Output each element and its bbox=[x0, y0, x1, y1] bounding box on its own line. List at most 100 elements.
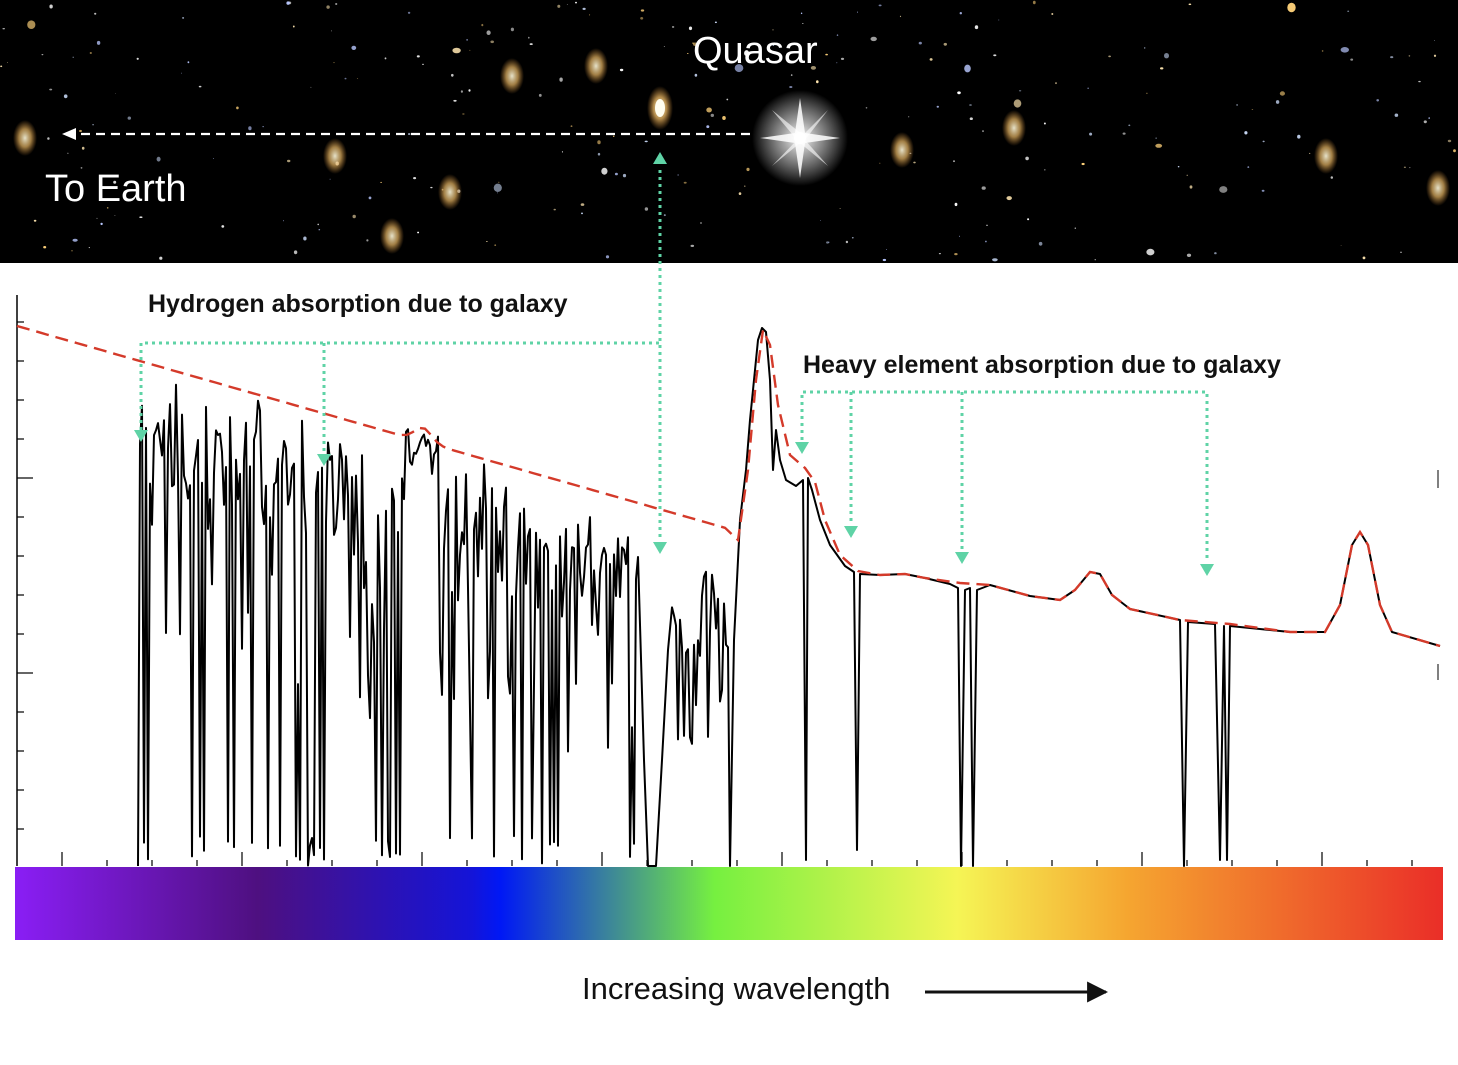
star-dot bbox=[452, 48, 460, 54]
star-dot bbox=[993, 54, 996, 56]
star-dot bbox=[539, 94, 542, 97]
star-dot bbox=[571, 126, 573, 127]
star-dot bbox=[1453, 149, 1456, 152]
star-dot bbox=[494, 184, 502, 192]
star-dot bbox=[2, 28, 5, 29]
star-dot bbox=[700, 222, 702, 223]
star-dot bbox=[481, 24, 483, 26]
star-dot bbox=[1055, 82, 1057, 84]
star-dot bbox=[181, 73, 182, 74]
star-dot bbox=[615, 173, 618, 176]
star-dot bbox=[1044, 169, 1046, 170]
star-dot bbox=[71, 250, 72, 251]
star-dot bbox=[139, 216, 142, 218]
star-dot bbox=[528, 37, 530, 39]
star-dot bbox=[601, 168, 607, 175]
star-dot bbox=[1155, 144, 1162, 148]
star-dot bbox=[159, 257, 162, 260]
star-dot bbox=[970, 117, 973, 120]
star-dot bbox=[886, 249, 887, 250]
star-dot bbox=[1409, 55, 1411, 56]
star-dot bbox=[42, 54, 44, 55]
star-dot bbox=[380, 182, 382, 183]
star-dot bbox=[287, 160, 290, 162]
star-dot bbox=[366, 239, 368, 241]
star-dot bbox=[494, 245, 496, 246]
pointer-line bbox=[802, 392, 1207, 562]
star-dot bbox=[1108, 56, 1111, 58]
star-dot bbox=[199, 86, 202, 88]
star-dot bbox=[90, 52, 92, 53]
star-dot bbox=[334, 62, 335, 63]
star-dot bbox=[1395, 114, 1399, 117]
star-dot bbox=[840, 208, 841, 209]
star-dot bbox=[49, 5, 52, 9]
spiral-galaxy bbox=[1002, 110, 1026, 146]
star-dot bbox=[1252, 109, 1254, 110]
pointer-line bbox=[141, 343, 660, 430]
star-dot bbox=[820, 220, 821, 221]
star-dot bbox=[408, 12, 410, 14]
star-dot bbox=[1404, 167, 1406, 168]
star-dot bbox=[597, 140, 600, 144]
spiral-galaxy bbox=[13, 120, 37, 156]
star-dot bbox=[413, 177, 416, 179]
star-dot bbox=[7, 62, 8, 63]
star-dot bbox=[1051, 13, 1053, 15]
star-dot bbox=[73, 57, 74, 58]
star-dot bbox=[1089, 133, 1092, 136]
quasar-icon bbox=[752, 90, 848, 186]
star-dot bbox=[286, 1, 289, 4]
star-dot bbox=[789, 86, 792, 88]
star-dot bbox=[1027, 218, 1029, 220]
star-dot bbox=[581, 213, 583, 215]
star-dot bbox=[959, 236, 960, 237]
star-dot bbox=[82, 147, 85, 150]
star-dot bbox=[248, 126, 251, 130]
to-earth-label: To Earth bbox=[45, 168, 187, 211]
star-dot bbox=[1434, 40, 1435, 41]
star-dot bbox=[953, 160, 955, 162]
star-dot bbox=[998, 20, 999, 21]
star-dot bbox=[954, 253, 957, 255]
star-dot bbox=[97, 41, 100, 45]
star-dot bbox=[1189, 4, 1192, 6]
star-dot bbox=[1190, 185, 1193, 188]
star-dot bbox=[92, 124, 94, 125]
star-dot bbox=[1418, 81, 1421, 82]
star-dot bbox=[89, 247, 90, 248]
star-dot bbox=[866, 107, 868, 109]
pointer-arrowhead bbox=[653, 542, 667, 554]
star-dot bbox=[1263, 141, 1265, 143]
star-dot bbox=[1244, 131, 1247, 134]
star-dot bbox=[351, 46, 356, 50]
star-dot bbox=[213, 158, 214, 159]
star-dot bbox=[487, 30, 491, 35]
star-dot bbox=[319, 229, 321, 230]
star-dot bbox=[1350, 59, 1353, 61]
star-dot bbox=[1309, 153, 1310, 154]
star-dot bbox=[664, 214, 666, 216]
star-dot bbox=[1428, 117, 1430, 118]
star-dot bbox=[687, 53, 688, 54]
star-dot bbox=[1276, 100, 1279, 104]
star-dot bbox=[706, 108, 712, 113]
spiral-galaxy bbox=[890, 132, 914, 168]
star-dot bbox=[879, 163, 880, 164]
star-dot bbox=[326, 5, 329, 8]
star-dot bbox=[744, 186, 745, 187]
star-dot bbox=[689, 27, 692, 31]
star-dot bbox=[930, 58, 933, 61]
star-dot bbox=[554, 209, 556, 211]
star-dot bbox=[664, 46, 665, 47]
star-dot bbox=[466, 39, 468, 41]
star-dot bbox=[182, 17, 184, 19]
star-dot bbox=[791, 74, 793, 76]
spiral-galaxy bbox=[323, 138, 347, 174]
star-dot bbox=[1341, 245, 1342, 246]
star-dot bbox=[97, 218, 98, 219]
star-dot bbox=[499, 182, 500, 183]
star-dot bbox=[939, 253, 941, 254]
star-dot bbox=[1363, 257, 1366, 260]
